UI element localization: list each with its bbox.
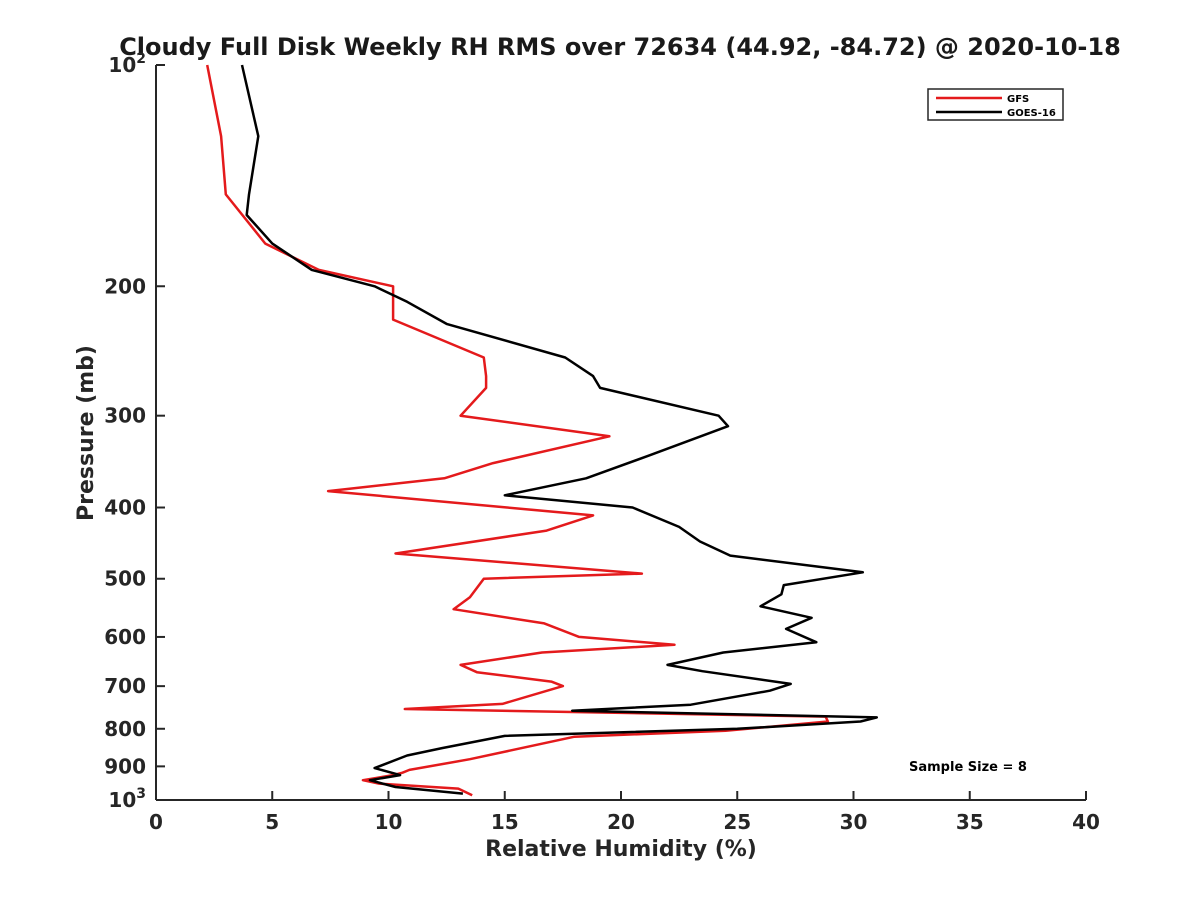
y-tick-label: 300 bbox=[104, 404, 146, 428]
series-line-gfs bbox=[205, 64, 830, 797]
x-tick-label: 40 bbox=[1072, 810, 1100, 834]
y-tick-label: 700 bbox=[104, 674, 146, 698]
x-tick-label: 10 bbox=[375, 810, 403, 834]
y-tick-label: 800 bbox=[104, 717, 146, 741]
legend: GFS GOES-16 bbox=[927, 88, 1064, 121]
x-tick-label: 5 bbox=[265, 810, 279, 834]
series-layer bbox=[205, 64, 879, 797]
y-tick-label: 400 bbox=[104, 496, 146, 520]
x-tick-label: 35 bbox=[956, 810, 984, 834]
y-tick-label: 500 bbox=[104, 567, 146, 591]
x-axis-title: Relative Humidity (%) bbox=[485, 837, 757, 862]
axes bbox=[155, 65, 1086, 801]
x-tick-label: 15 bbox=[491, 810, 519, 834]
x-ticks: 0 5 10 15 20 25 30 35 40 bbox=[149, 791, 1100, 834]
series-line-goes-16 bbox=[240, 64, 879, 795]
chart-title: Cloudy Full Disk Weekly RH RMS over 7263… bbox=[119, 33, 1121, 61]
x-tick-label: 20 bbox=[607, 810, 635, 834]
y-ticks: 102 200 300 400 500 600 700 800 900 103 bbox=[104, 51, 165, 812]
y-tick-label: 103 bbox=[108, 786, 146, 812]
y-tick-label: 900 bbox=[104, 754, 146, 778]
y-axis-title: Pressure (mb) bbox=[74, 345, 99, 521]
y-tick-label: 102 bbox=[108, 51, 146, 77]
y-tick-label: 200 bbox=[104, 274, 146, 298]
legend-label: GFS bbox=[1007, 94, 1029, 105]
legend-box bbox=[927, 88, 1064, 121]
x-tick-label: 30 bbox=[840, 810, 868, 834]
x-tick-label: 0 bbox=[149, 810, 163, 834]
x-tick-label: 25 bbox=[723, 810, 751, 834]
legend-label: GOES-16 bbox=[1007, 108, 1056, 119]
y-tick-label: 600 bbox=[104, 625, 146, 649]
sample-size-annotation: Sample Size = 8 bbox=[909, 760, 1027, 775]
